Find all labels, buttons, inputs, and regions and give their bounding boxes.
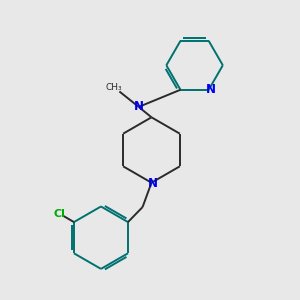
Text: Cl: Cl	[54, 209, 66, 219]
Text: N: N	[134, 100, 144, 113]
Text: CH₃: CH₃	[106, 83, 122, 92]
Text: N: N	[206, 83, 215, 96]
Text: N: N	[148, 177, 158, 190]
